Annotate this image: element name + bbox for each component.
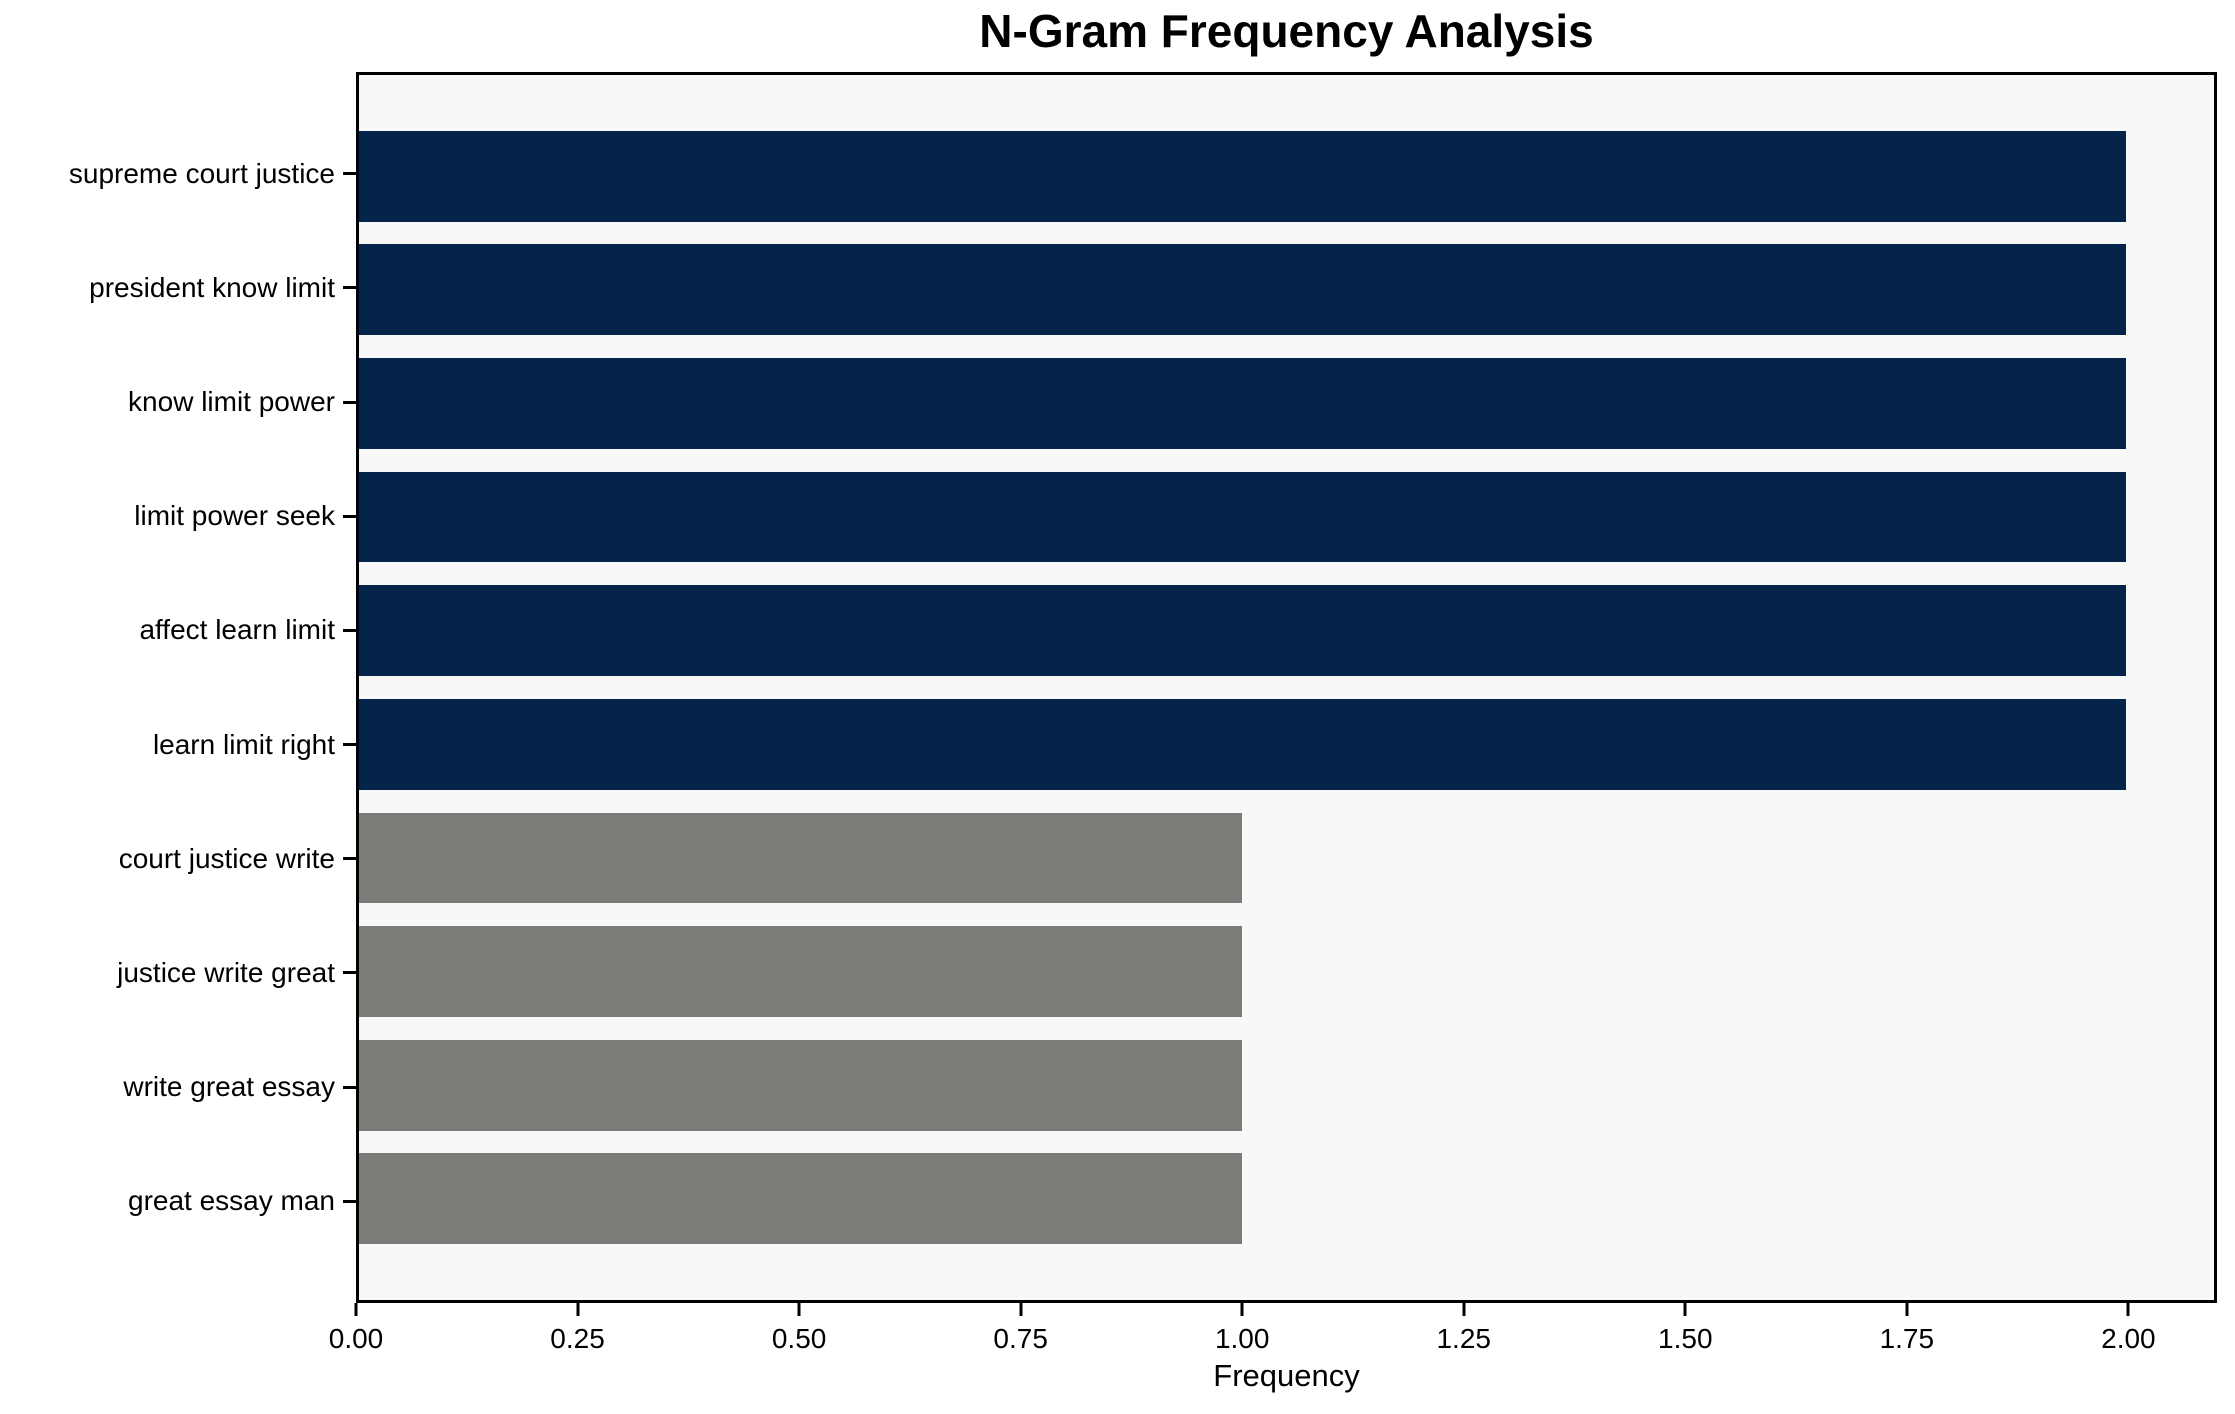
y-tick-label: justice write great xyxy=(117,956,335,988)
bar xyxy=(359,585,2126,677)
x-tick-mark xyxy=(797,1303,801,1316)
bar xyxy=(359,1153,1243,1245)
bar xyxy=(359,1039,1243,1131)
x-tick-mark xyxy=(1240,1303,1244,1316)
y-tick-label: president know limit xyxy=(89,271,335,303)
y-tick-mark xyxy=(343,1085,356,1089)
y-tick-label: great essay man xyxy=(128,1185,335,1217)
x-tick-mark xyxy=(1683,1303,1687,1316)
y-tick-label: court justice write xyxy=(118,842,335,874)
y-tick-mark xyxy=(343,971,356,975)
x-tick-mark xyxy=(576,1303,580,1316)
x-tick-mark xyxy=(1462,1303,1466,1316)
y-tick-label: supreme court justice xyxy=(68,157,335,189)
x-tick-label: 0.00 xyxy=(328,1323,384,1354)
x-tick-mark xyxy=(2126,1303,2130,1316)
plot-area xyxy=(356,72,2217,1303)
y-tick-mark xyxy=(343,286,356,290)
y-tick-label: limit power seek xyxy=(134,500,335,532)
chart-title: N-Gram Frequency Analysis xyxy=(979,5,1594,57)
bar xyxy=(359,244,2126,336)
y-tick-label: write great essay xyxy=(123,1071,335,1103)
x-tick-label: 1.75 xyxy=(1879,1323,1935,1354)
y-tick-mark xyxy=(343,172,356,176)
plot-wrap: supreme court justice president know limi… xyxy=(69,72,2217,1354)
y-tick-mark xyxy=(343,628,356,632)
x-tick-mark xyxy=(354,1303,358,1316)
x-tick-label: 0.25 xyxy=(550,1323,605,1354)
bar xyxy=(359,471,2126,563)
y-tick-mark xyxy=(343,857,356,861)
y-tick-mark xyxy=(343,400,356,404)
x-tick-label: 1.00 xyxy=(1214,1323,1270,1354)
x-axis-label: Frequency xyxy=(1213,1358,1360,1393)
y-tick-mark xyxy=(343,743,356,747)
y-tick-label: affect learn limit xyxy=(139,614,335,646)
bar xyxy=(359,812,1243,904)
x-tick-mark xyxy=(1019,1303,1023,1316)
x-tick-label: 2.00 xyxy=(2101,1323,2156,1354)
y-tick-label: know limit power xyxy=(128,386,335,418)
x-tick-label: 1.50 xyxy=(1658,1323,1713,1354)
bar xyxy=(359,698,2126,790)
x-tick-label: 0.75 xyxy=(993,1323,1048,1354)
bar xyxy=(359,130,2126,222)
y-tick-mark xyxy=(343,1199,356,1203)
x-tick-label: 0.50 xyxy=(771,1323,827,1354)
x-tick-label: 1.25 xyxy=(1436,1323,1491,1354)
x-tick-mark xyxy=(1905,1303,1909,1316)
y-tick-label: learn limit right xyxy=(152,728,335,760)
bar xyxy=(359,357,2126,449)
y-tick-mark xyxy=(343,514,356,518)
bar xyxy=(359,926,1243,1018)
